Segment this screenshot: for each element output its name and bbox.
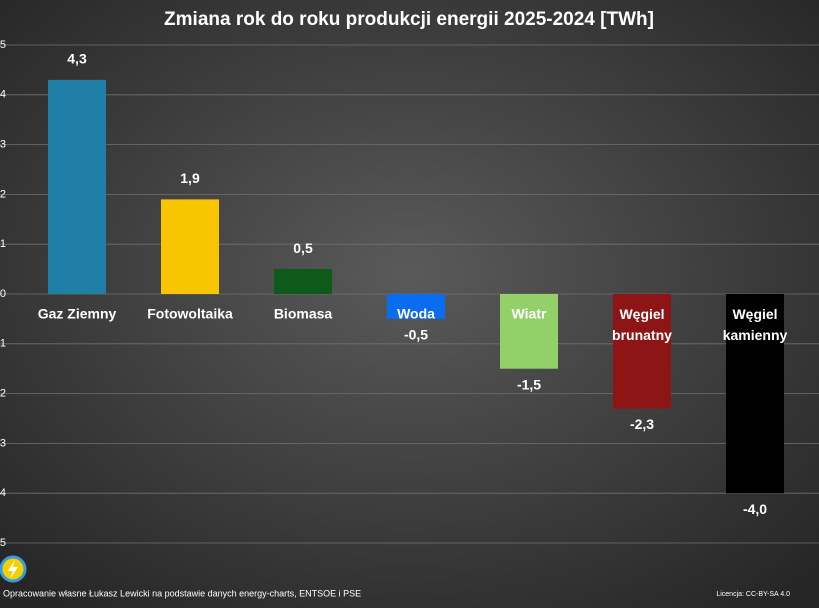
chart-title: Zmiana rok do roku produkcji energii 202… (164, 9, 654, 30)
y-tick-label: 3 (0, 139, 6, 151)
data-label: -1,5 (517, 376, 541, 392)
bar (387, 294, 445, 319)
y-tick-label: -5 (0, 537, 6, 549)
y-tick-label: 0 (0, 288, 6, 300)
y-tick-label: -3 (0, 437, 6, 449)
bar (48, 79, 106, 294)
bar (500, 294, 558, 369)
bar (161, 199, 219, 294)
bar (726, 294, 784, 494)
y-tick-label: 1 (0, 238, 6, 250)
x-tick-label: Wiatr (512, 306, 547, 322)
grid (0, 44, 819, 544)
logo (0, 555, 27, 583)
data-label: 4,3 (67, 51, 87, 67)
bar (274, 269, 332, 294)
y-tick-label: -1 (0, 338, 6, 350)
y-tick-label: 2 (0, 188, 6, 200)
license-note: Licencja: CC-BY-SA 4.0 (716, 591, 790, 598)
data-label: -0,5 (404, 327, 428, 343)
data-label: 1,9 (180, 170, 200, 186)
x-tick-label: Węgiel brunatny (612, 306, 672, 343)
y-tick-label: -4 (0, 487, 6, 499)
data-label: -2,3 (630, 416, 654, 432)
x-tick-label: Biomasa (274, 306, 333, 322)
data-label: 0,5 (293, 240, 313, 256)
x-tick-label: Fotowoltaika (147, 306, 233, 322)
data-label: -4,0 (743, 501, 767, 517)
y-tick-label: 4 (0, 89, 6, 101)
source-note: Opracowanie własne Łukasz Lewicki na pod… (3, 588, 361, 598)
x-tick-label: Gaz Ziemny (38, 306, 117, 322)
x-tick-label: Węgiel kamienny (723, 306, 788, 343)
y-tick-label: -2 (0, 388, 6, 400)
y-tick-label: 5 (0, 39, 6, 51)
bar (613, 294, 671, 409)
x-tick-label: Woda (397, 306, 435, 322)
